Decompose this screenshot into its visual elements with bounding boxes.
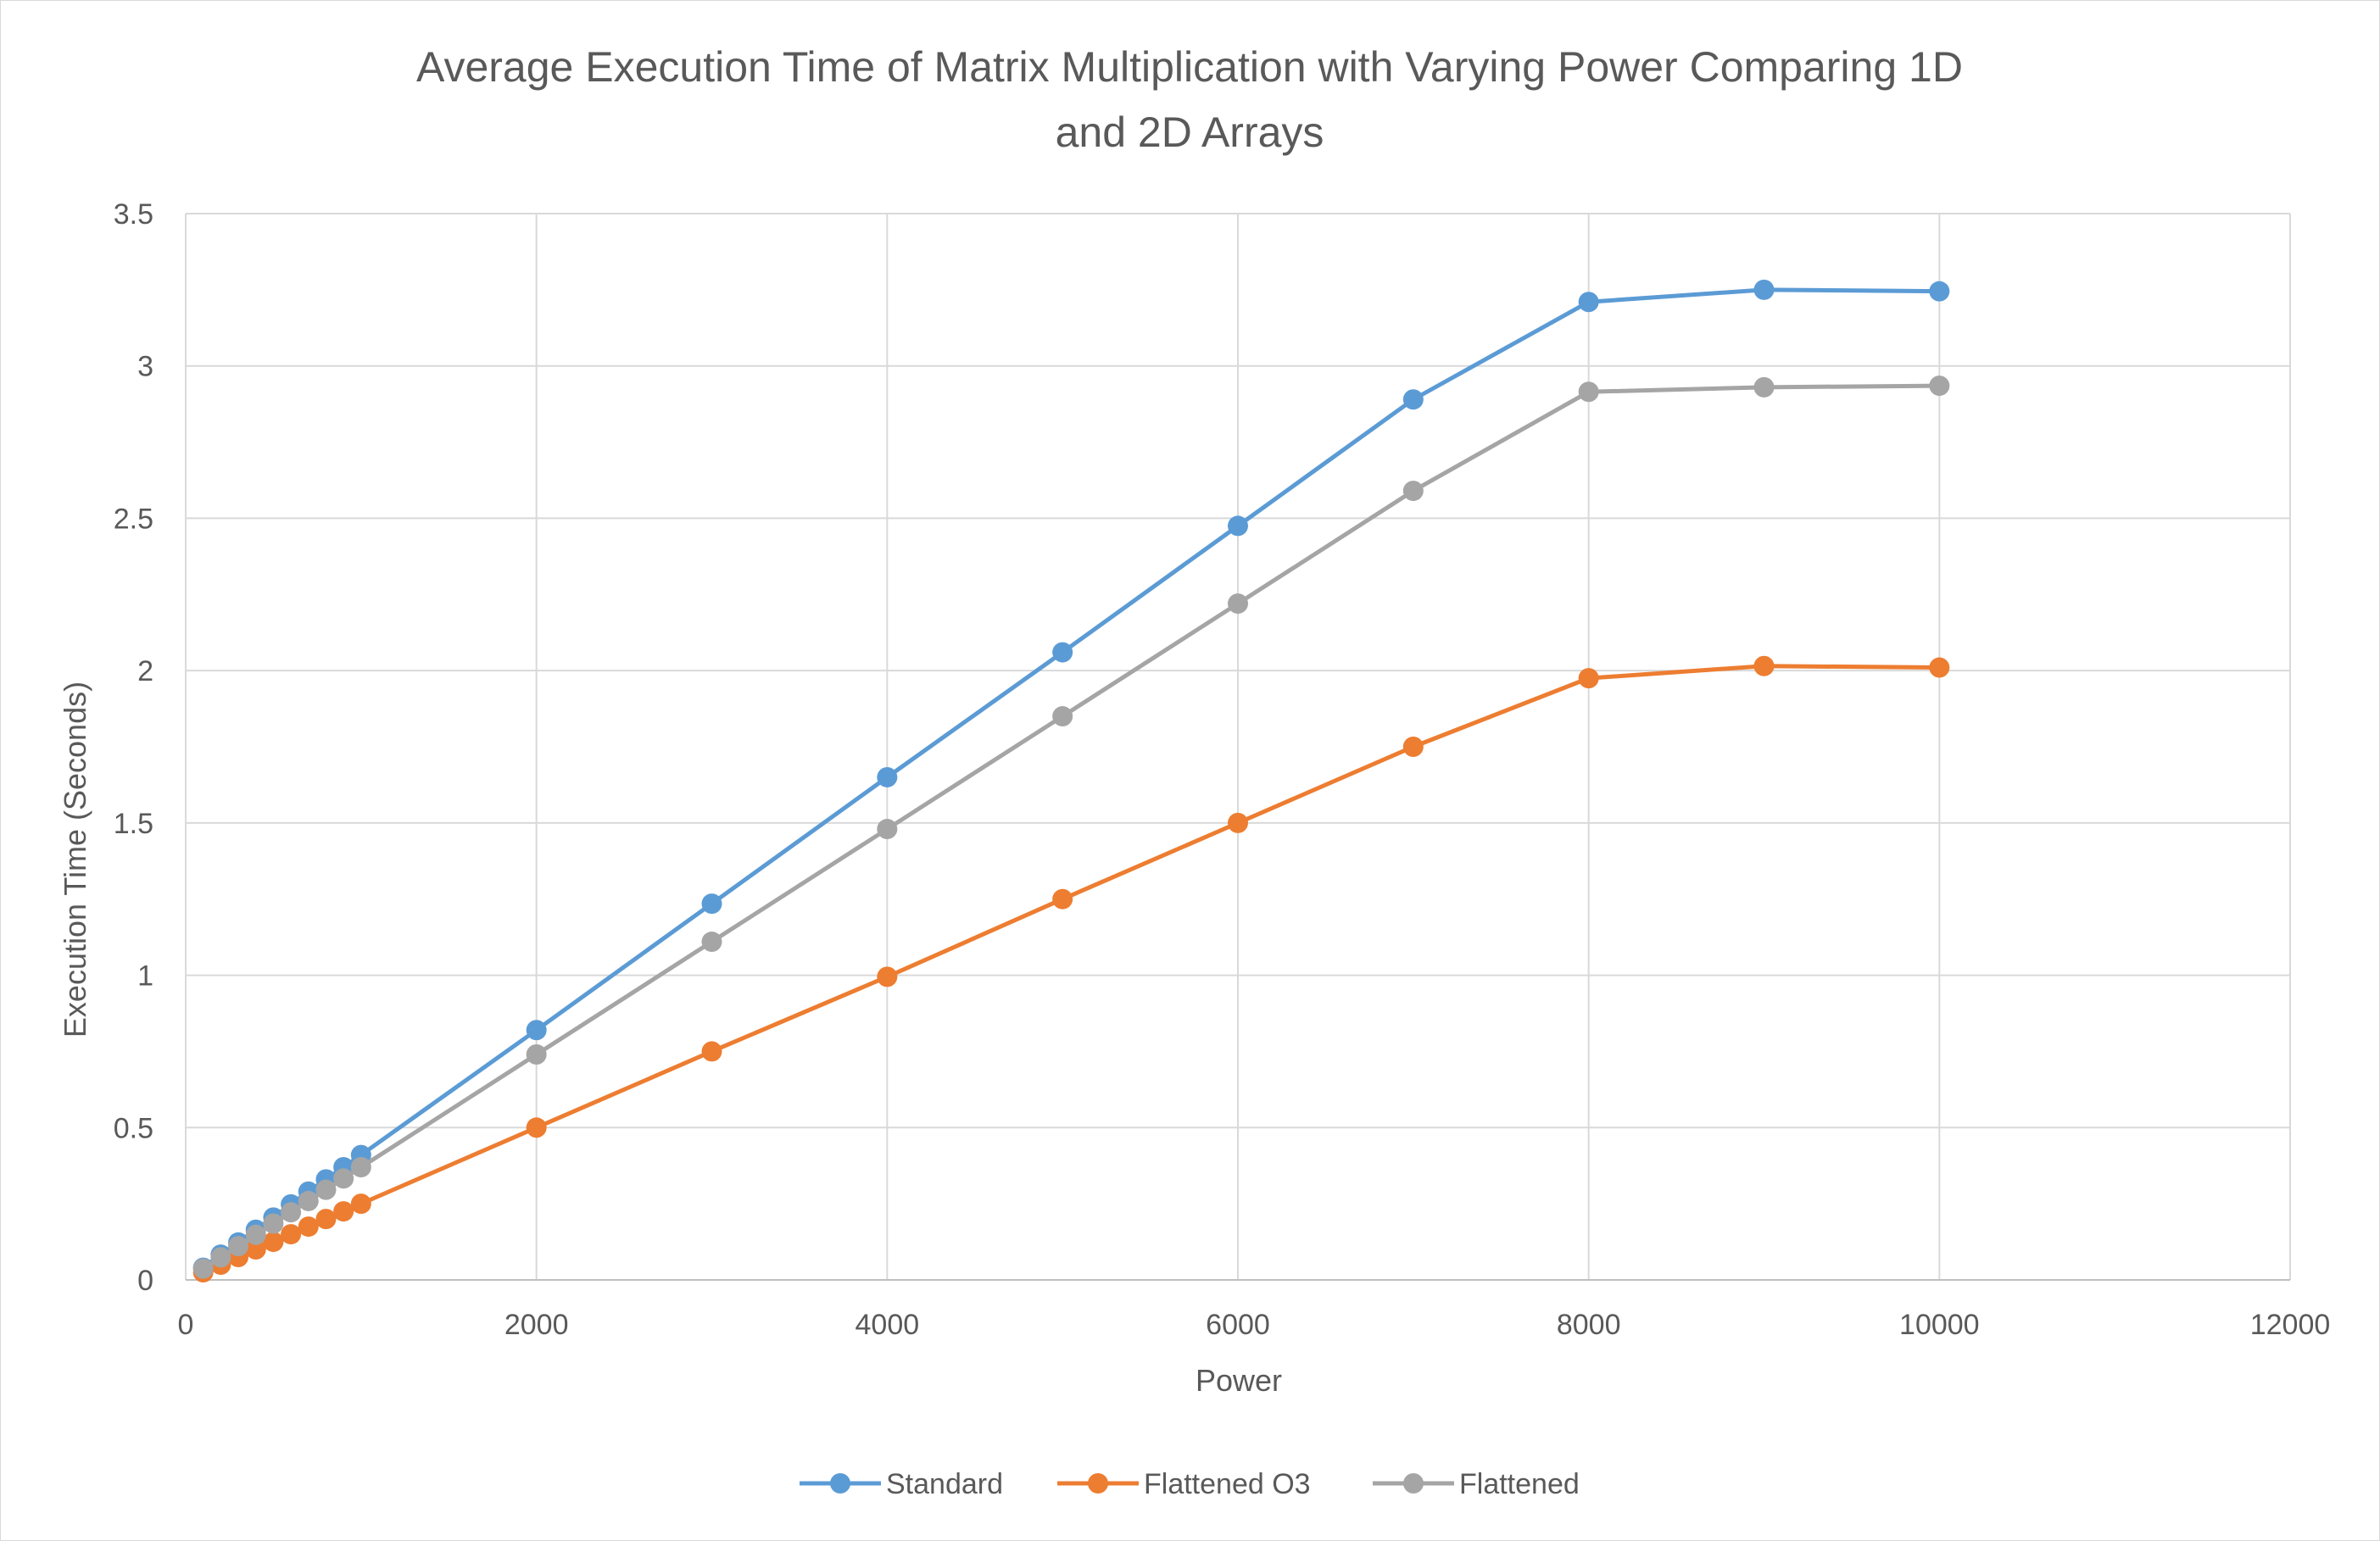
gridlines	[185, 213, 2291, 1281]
y-tick-label: 3.5	[114, 198, 153, 231]
y-tick-label: 2	[137, 655, 153, 687]
data-point	[1578, 381, 1599, 403]
x-tick-label: 12000	[2250, 1309, 2331, 1341]
y-tick-label: 1.5	[114, 808, 153, 840]
chart-title-line-2: and 2D Arrays	[1056, 108, 1324, 156]
x-tick-label: 2000	[504, 1309, 569, 1341]
series-line	[202, 287, 1940, 1270]
data-point	[350, 1193, 371, 1215]
series-flattened-o3	[192, 655, 1950, 1283]
x-axis-title: Power	[1196, 1363, 1282, 1398]
data-point	[263, 1232, 284, 1253]
data-point	[1052, 642, 1073, 663]
data-point	[526, 1020, 547, 1041]
legend-label: Standard	[886, 1468, 1003, 1500]
data-point	[1753, 279, 1775, 300]
x-tick-label: 6000	[1206, 1309, 1270, 1341]
series-flattened	[192, 376, 1950, 1279]
y-axis-title: Execution Time (Seconds)	[58, 681, 92, 1038]
data-point	[526, 1044, 547, 1065]
data-point	[1402, 481, 1424, 502]
data-point	[281, 1224, 302, 1245]
data-point	[526, 1117, 547, 1138]
data-point	[877, 766, 898, 787]
series-line	[202, 664, 1940, 1275]
y-tick-label: 0.5	[114, 1112, 153, 1144]
data-point	[1929, 281, 1950, 302]
data-point	[333, 1201, 354, 1222]
data-point	[192, 1258, 214, 1279]
data-point	[1753, 376, 1775, 398]
legend-marker	[1403, 1473, 1424, 1494]
x-tick-label: 10000	[1899, 1309, 1980, 1341]
data-point	[245, 1224, 266, 1245]
data-point	[1402, 389, 1424, 410]
x-tick-label: 4000	[856, 1309, 920, 1341]
x-tick-label: 8000	[1557, 1309, 1621, 1341]
data-point	[298, 1190, 319, 1211]
y-tick-label: 3	[137, 351, 153, 383]
data-point	[1402, 737, 1424, 757]
data-point	[1753, 655, 1775, 676]
data-point	[1228, 515, 1248, 537]
data-point	[1578, 292, 1599, 313]
data-point	[1052, 706, 1073, 727]
data-point	[701, 932, 722, 953]
y-tick-label: 1	[137, 960, 153, 993]
legend-label: Flattened O3	[1144, 1468, 1311, 1500]
data-point	[701, 1041, 722, 1062]
data-point	[315, 1209, 337, 1230]
data-point	[333, 1168, 354, 1189]
data-point	[877, 966, 898, 987]
y-tick-label: 0	[137, 1265, 153, 1297]
legend: Standard Flattened O3 Flattened	[800, 1468, 1580, 1500]
legend-marker	[830, 1473, 850, 1494]
data-point	[245, 1239, 266, 1260]
data-point	[1052, 888, 1073, 910]
x-tick-label: 0	[178, 1309, 194, 1341]
data-point	[228, 1236, 249, 1257]
data-point	[263, 1213, 284, 1234]
data-point	[1578, 668, 1599, 689]
data-point	[701, 893, 722, 915]
data-point	[281, 1202, 302, 1223]
data-point	[1929, 657, 1950, 678]
data-point	[1228, 812, 1248, 833]
legend-label: Flattened	[1459, 1468, 1580, 1500]
data-point	[1929, 376, 1950, 397]
y-tick-label: 2.5	[114, 503, 153, 535]
data-point	[1228, 593, 1248, 615]
data-point	[210, 1247, 231, 1268]
data-point	[877, 819, 898, 840]
chart-title-line-1: Average Execution Time of Matrix Multipl…	[416, 43, 1963, 91]
legend-marker	[1088, 1473, 1108, 1494]
data-point	[315, 1179, 337, 1200]
series-layer	[192, 279, 1950, 1283]
data-point	[350, 1157, 371, 1178]
x-axis-ticks: 0 2000 4000 6000 8000 10000 12000	[178, 1309, 2331, 1341]
y-axis-ticks: 0 0.5 1 1.5 2 2.5 3 3.5	[114, 198, 153, 1297]
data-point	[298, 1216, 319, 1238]
